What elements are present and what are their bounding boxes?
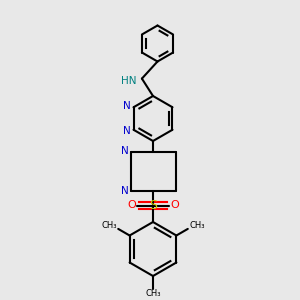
Text: CH₃: CH₃ [145, 289, 161, 298]
Text: CH₃: CH₃ [101, 221, 117, 230]
Text: O: O [127, 200, 136, 211]
Text: N: N [121, 185, 129, 196]
Text: O: O [170, 200, 179, 211]
Text: N: N [123, 101, 131, 111]
Text: HN: HN [121, 76, 136, 86]
Text: CH₃: CH₃ [189, 221, 205, 230]
Text: S: S [149, 199, 157, 212]
Text: N: N [123, 126, 131, 136]
Text: N: N [121, 146, 129, 157]
